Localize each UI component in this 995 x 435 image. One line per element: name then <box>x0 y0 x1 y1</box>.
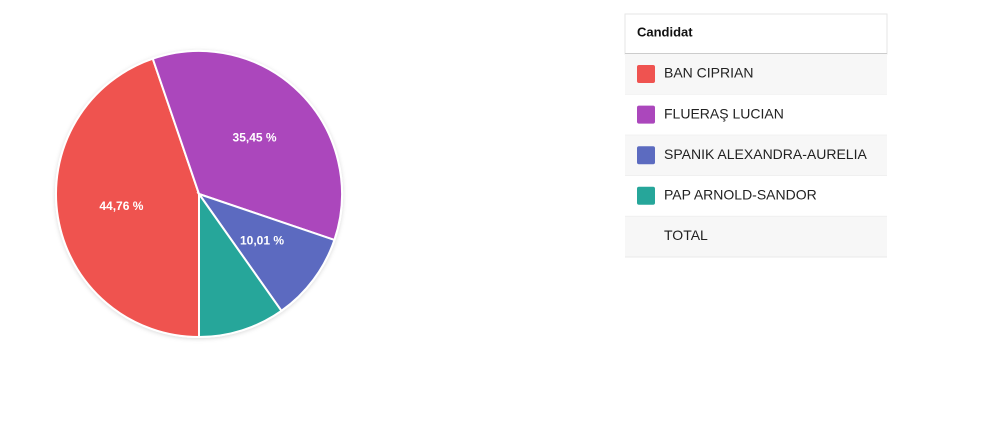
legend-label: BAN CIPRIAN <box>664 65 753 81</box>
pie <box>55 50 343 339</box>
pie-slice <box>55 57 200 339</box>
table-row <box>625 54 887 95</box>
pie-slice <box>196 192 336 313</box>
table-row <box>625 216 887 257</box>
total-label: TOTAL <box>664 227 708 243</box>
slice-label: 44,76 % <box>99 199 143 213</box>
legend-swatch <box>637 186 655 205</box>
slice-label: 35,45 % <box>233 131 277 145</box>
legend-swatch <box>637 146 655 165</box>
table-row <box>625 175 887 217</box>
table-header <box>624 13 888 55</box>
legend-label: SPANIK ALEXANDRA-AURELIA <box>664 146 867 162</box>
legend-swatch <box>637 105 655 124</box>
legend-table: Candidat BAN CIPRIAN FLUERAŞ LUCIAN SPANIK… <box>624 13 888 258</box>
legend-label: PAP ARNOLD-SANDOR <box>664 187 817 203</box>
pie-slice <box>151 50 343 242</box>
slice-label: 10,01 % <box>240 233 284 247</box>
table-row <box>625 94 887 136</box>
legend-label: FLUERAŞ LUCIAN <box>664 105 784 121</box>
legend-swatch <box>637 65 655 83</box>
header-text: Candidat <box>637 24 693 39</box>
pie-slice <box>198 190 283 339</box>
slice-labels: 44,76 % 35,45 % 10,01 % <box>99 131 284 248</box>
table-row <box>625 135 887 176</box>
